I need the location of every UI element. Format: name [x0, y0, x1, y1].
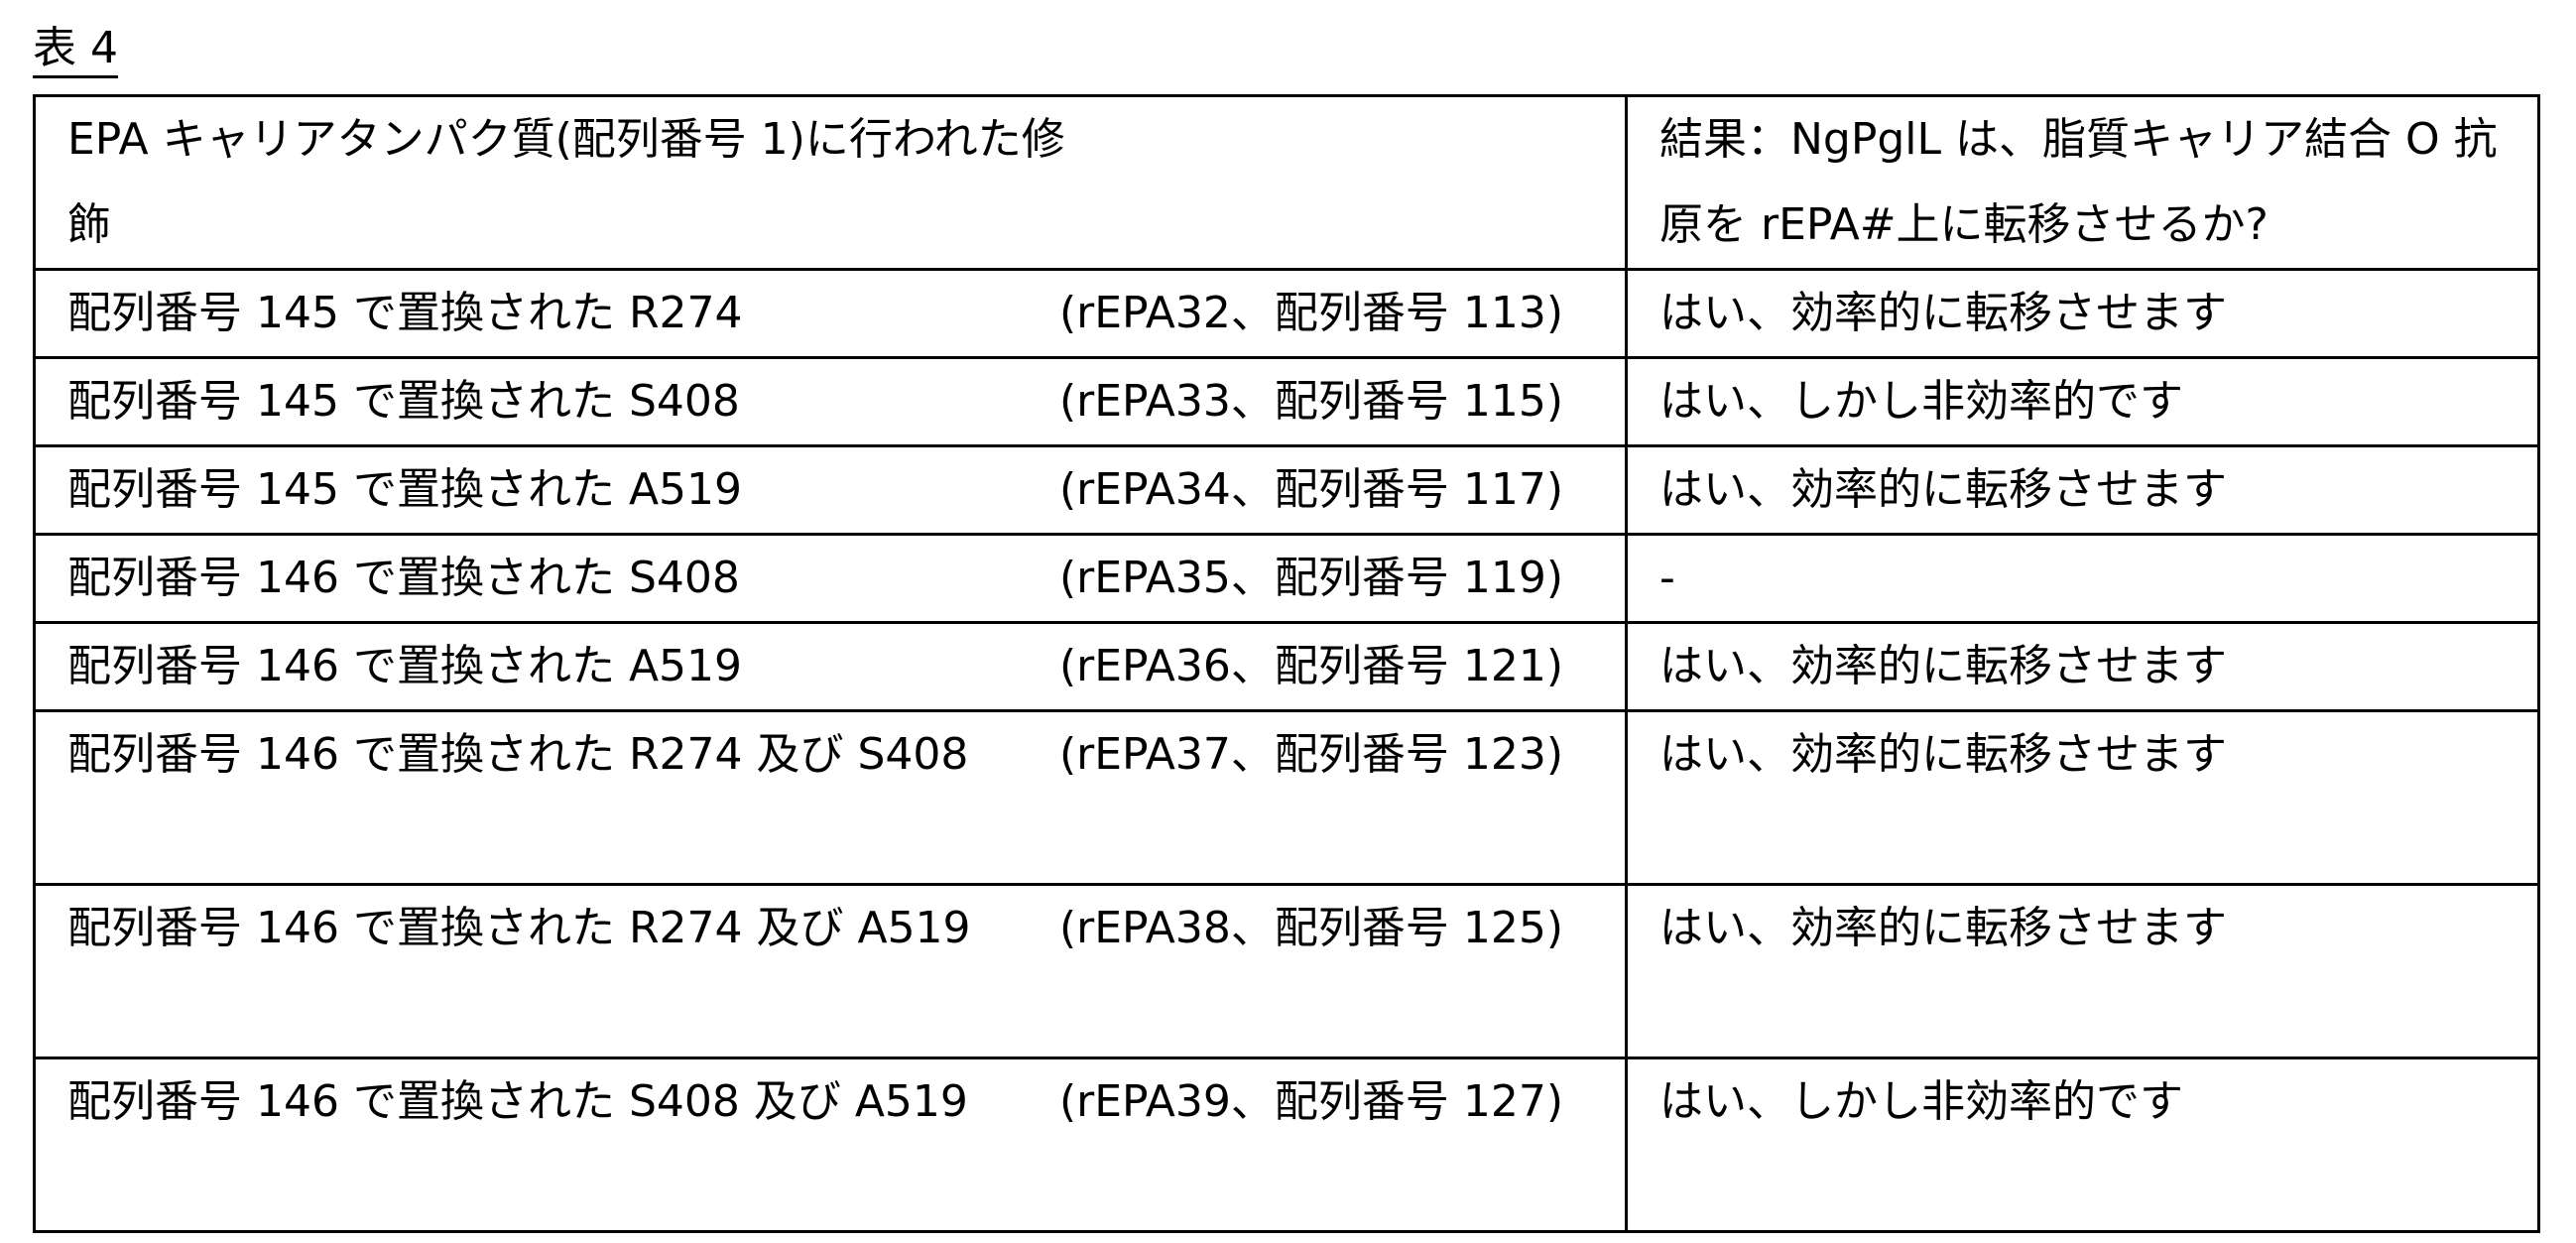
- cell-reference: (rEPA35、配列番号 119): [1059, 535, 1627, 623]
- cell-result: はい、効率的に転移させます: [1627, 270, 2539, 358]
- cell-modification: 配列番号 145 で置換された A519: [35, 446, 1060, 535]
- table-title: 表 4: [33, 22, 118, 78]
- cell-result: はい、効率的に転移させます: [1627, 623, 2539, 711]
- cell-modification: 配列番号 146 で置換された R274 及び S408: [35, 711, 1060, 885]
- cell-result: はい、効率的に転移させます: [1627, 885, 2539, 1058]
- table-row: 配列番号 146 で置換された R274 及び A519 (rEPA38、配列番…: [35, 885, 2539, 1058]
- table-row: 配列番号 146 で置換された S408 及び A519 (rEPA39、配列番…: [35, 1058, 2539, 1232]
- cell-result: はい、効率的に転移させます: [1627, 711, 2539, 885]
- cell-reference: (rEPA38、配列番号 125): [1059, 885, 1627, 1058]
- table-row: 配列番号 145 で置換された A519 (rEPA34、配列番号 117) は…: [35, 446, 2539, 535]
- cell-reference: (rEPA33、配列番号 115): [1059, 358, 1627, 446]
- table-row: 配列番号 146 で置換された A519 (rEPA36、配列番号 121) は…: [35, 623, 2539, 711]
- table-row: 配列番号 146 で置換された S408 (rEPA35、配列番号 119) -: [35, 535, 2539, 623]
- cell-reference: (rEPA39、配列番号 127): [1059, 1058, 1627, 1232]
- table-header-row: EPA キャリアタンパク質(配列番号 1)に行われた修飾 結果：NgPglL は…: [35, 96, 2539, 270]
- results-table: EPA キャリアタンパク質(配列番号 1)に行われた修飾 結果：NgPglL は…: [33, 94, 2540, 1233]
- cell-result: -: [1627, 535, 2539, 623]
- cell-reference: (rEPA36、配列番号 121): [1059, 623, 1627, 711]
- table-row: 配列番号 145 で置換された R274 (rEPA32、配列番号 113) は…: [35, 270, 2539, 358]
- cell-reference: (rEPA34、配列番号 117): [1059, 446, 1627, 535]
- cell-result: はい、しかし非効率的です: [1627, 1058, 2539, 1232]
- cell-modification: 配列番号 146 で置換された R274 及び A519: [35, 885, 1060, 1058]
- cell-reference: (rEPA32、配列番号 113): [1059, 270, 1627, 358]
- cell-modification: 配列番号 145 で置換された S408: [35, 358, 1060, 446]
- cell-modification: 配列番号 146 で置換された A519: [35, 623, 1060, 711]
- header-modification: EPA キャリアタンパク質(配列番号 1)に行われた修飾: [35, 96, 1627, 270]
- cell-modification: 配列番号 146 で置換された S408 及び A519: [35, 1058, 1060, 1232]
- cell-modification: 配列番号 145 で置換された R274: [35, 270, 1060, 358]
- cell-result: はい、しかし非効率的です: [1627, 358, 2539, 446]
- table-row: 配列番号 145 で置換された S408 (rEPA33、配列番号 115) は…: [35, 358, 2539, 446]
- cell-result: はい、効率的に転移させます: [1627, 446, 2539, 535]
- table-row: 配列番号 146 で置換された R274 及び S408 (rEPA37、配列番…: [35, 711, 2539, 885]
- cell-reference: (rEPA37、配列番号 123): [1059, 711, 1627, 885]
- cell-modification: 配列番号 146 で置換された S408: [35, 535, 1060, 623]
- header-result: 結果：NgPglL は、脂質キャリア結合 O 抗原を rEPA#上に転移させるか…: [1627, 96, 2539, 270]
